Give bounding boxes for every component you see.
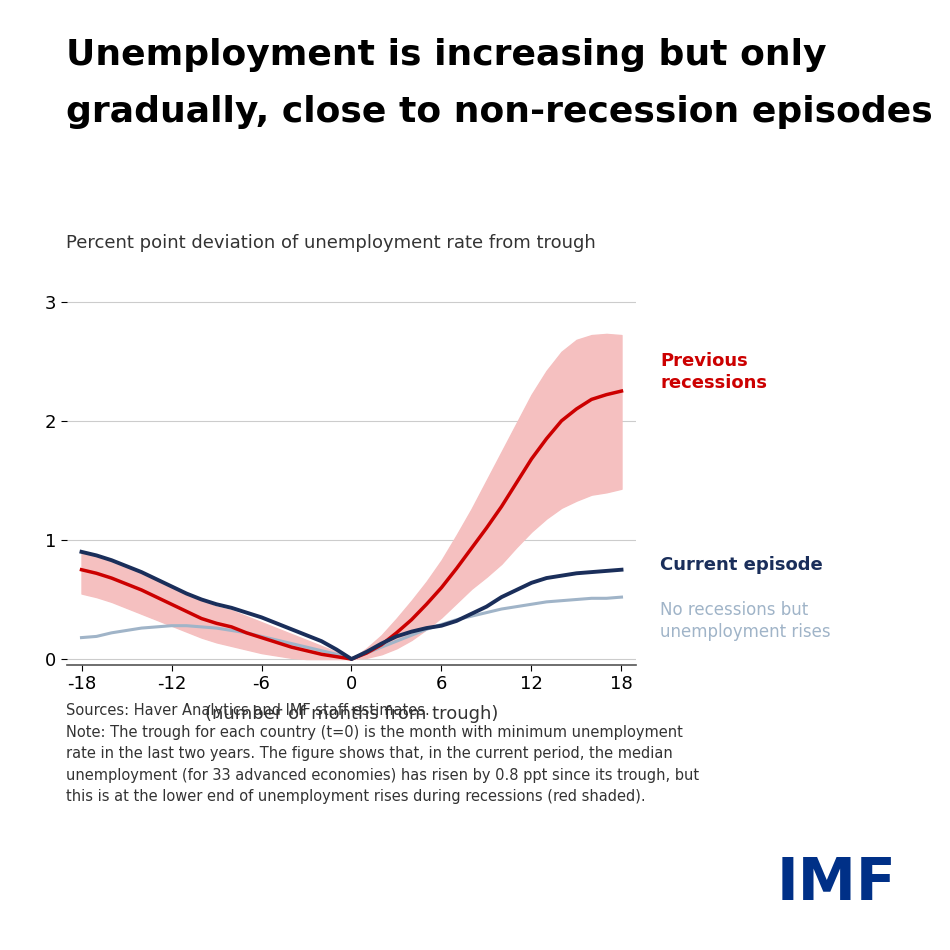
Text: No recessions but
unemployment rises: No recessions but unemployment rises xyxy=(660,600,831,641)
Text: Unemployment is increasing but only: Unemployment is increasing but only xyxy=(66,38,827,72)
Text: Previous
recessions: Previous recessions xyxy=(660,352,768,392)
Text: IMF: IMF xyxy=(776,855,896,912)
Text: Percent point deviation of unemployment rate from trough: Percent point deviation of unemployment … xyxy=(66,234,597,252)
Text: gradually, close to non-recession episodes: gradually, close to non-recession episod… xyxy=(66,95,933,129)
Text: Current episode: Current episode xyxy=(660,556,823,574)
X-axis label: (number of months from trough): (number of months from trough) xyxy=(205,705,498,723)
Text: Sources: Haver Analytics and IMF staff estimates.
Note: The trough for each coun: Sources: Haver Analytics and IMF staff e… xyxy=(66,703,699,805)
